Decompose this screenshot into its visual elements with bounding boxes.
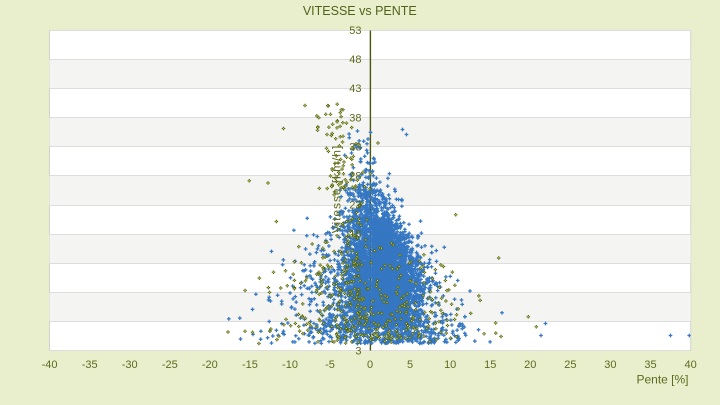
svg-text:0: 0	[367, 359, 373, 371]
svg-text:3: 3	[355, 316, 361, 328]
svg-text:5: 5	[407, 359, 413, 371]
svg-text:23: 23	[349, 200, 361, 212]
svg-text:-25: -25	[162, 359, 178, 371]
svg-text:20: 20	[524, 359, 536, 371]
svg-text:-40: -40	[42, 359, 58, 371]
svg-text:35: 35	[644, 359, 656, 371]
svg-text:33: 33	[349, 141, 361, 153]
svg-text:3: 3	[355, 345, 361, 357]
svg-text:-30: -30	[122, 359, 138, 371]
svg-text:43: 43	[349, 83, 361, 95]
svg-text:28: 28	[349, 171, 361, 183]
svg-text:-15: -15	[242, 359, 258, 371]
svg-text:18: 18	[349, 229, 361, 241]
svg-text:40: 40	[684, 359, 696, 371]
svg-text:30: 30	[604, 359, 616, 371]
svg-text:10: 10	[444, 359, 456, 371]
svg-text:Vitesse [km/h]: Vitesse [km/h]	[329, 145, 343, 233]
svg-text:38: 38	[349, 112, 361, 124]
svg-text:-10: -10	[282, 359, 298, 371]
svg-text:53: 53	[349, 25, 361, 37]
svg-text:Pente [%]: Pente [%]	[636, 372, 688, 386]
svg-text:-20: -20	[202, 359, 218, 371]
svg-text:-35: -35	[82, 359, 98, 371]
svg-text:25: 25	[564, 359, 576, 371]
svg-text:48: 48	[349, 54, 361, 66]
svg-text:-5: -5	[325, 359, 335, 371]
svg-text:8: 8	[355, 287, 361, 299]
svg-text:VITESSE vs PENTE: VITESSE vs PENTE	[303, 4, 417, 18]
svg-text:13: 13	[349, 258, 361, 270]
svg-text:15: 15	[484, 359, 496, 371]
